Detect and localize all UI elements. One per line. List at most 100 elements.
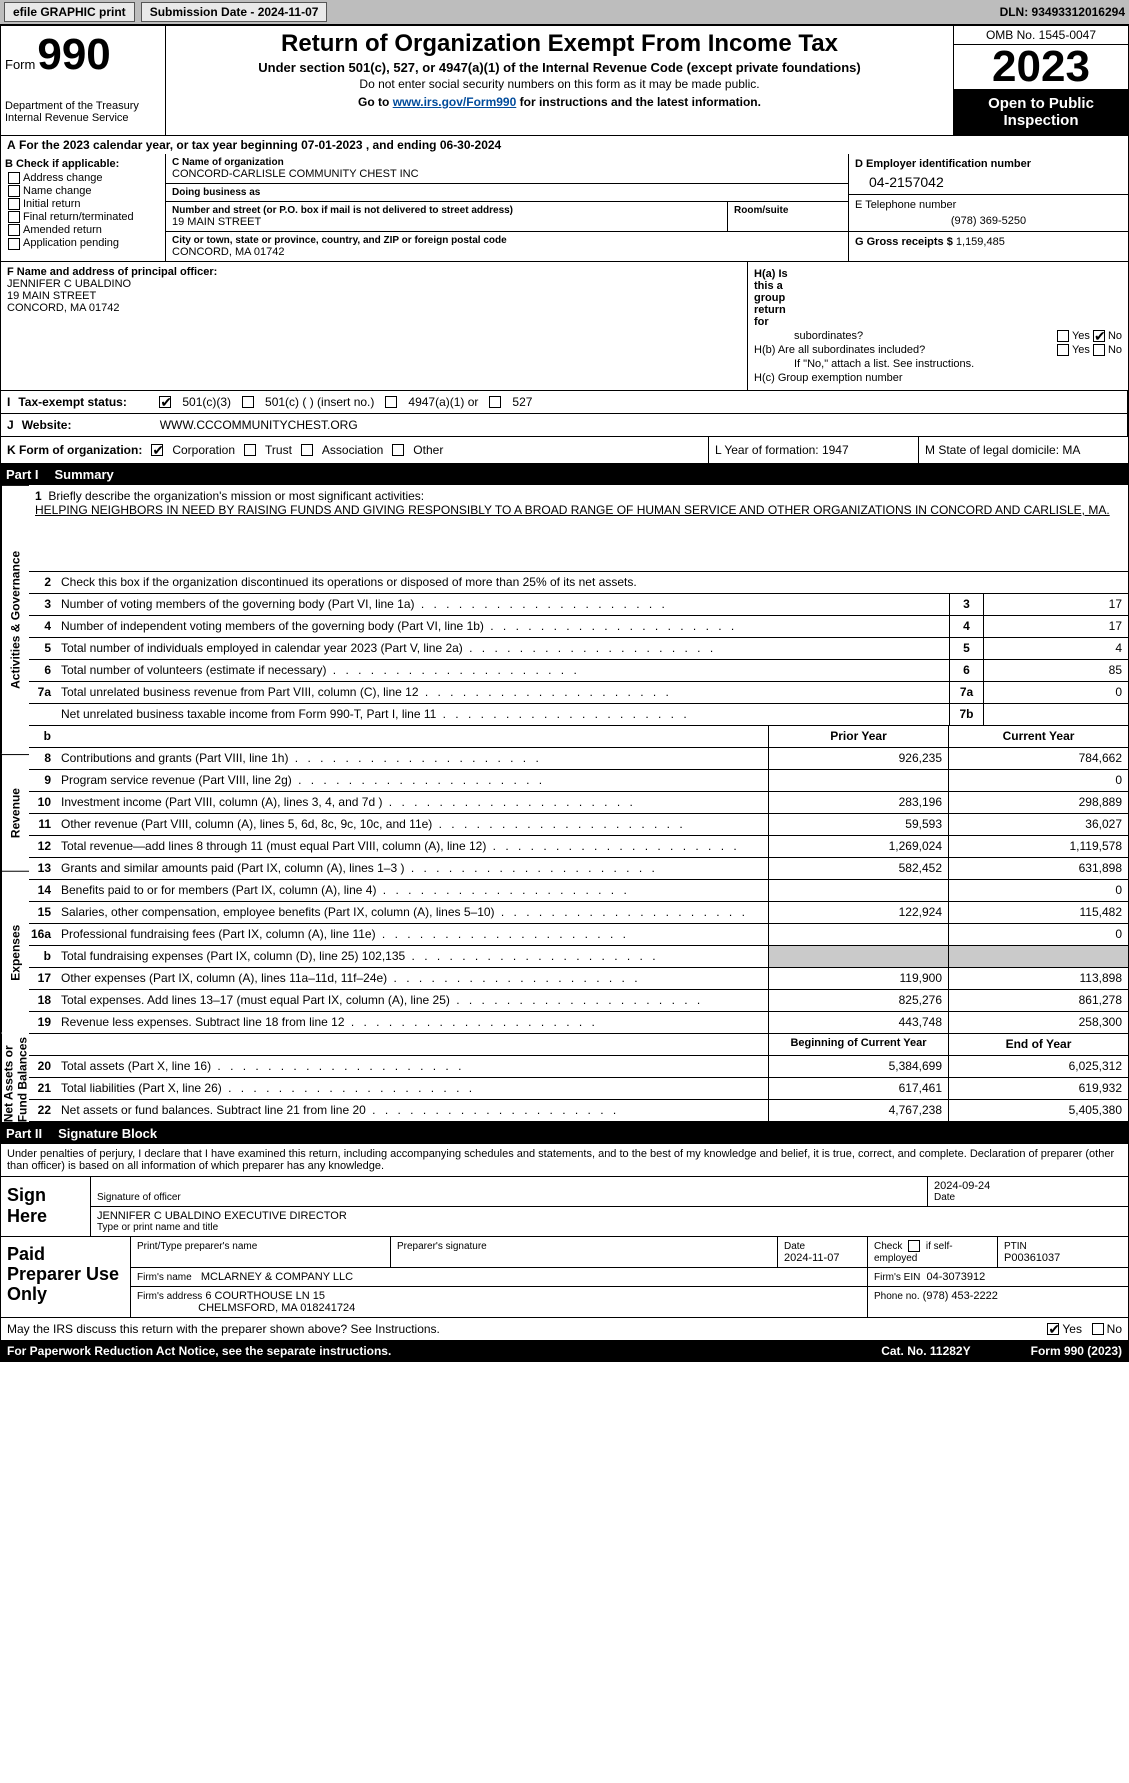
- part-ii-num: Part II: [6, 1126, 42, 1141]
- ha-yes[interactable]: [1057, 330, 1069, 342]
- row-j: JWebsite: WWW.CCCOMMUNITYCHEST.ORG: [1, 414, 1127, 436]
- current-year: 861,278: [948, 990, 1128, 1011]
- line-value: 85: [983, 660, 1128, 681]
- current-year: 1,119,578: [948, 836, 1128, 857]
- summary-line: 17 Other expenses (Part IX, column (A), …: [29, 968, 1128, 990]
- line-text: Net unrelated business taxable income fr…: [57, 704, 949, 725]
- fein-lbl: Firm's EIN: [874, 1272, 920, 1283]
- firm-name: MCLARNEY & COMPANY LLC: [201, 1271, 353, 1283]
- phone-value: (978) 453-2222: [923, 1290, 998, 1302]
- summary-line: 16a Professional fundraising fees (Part …: [29, 924, 1128, 946]
- line-value: 17: [983, 616, 1128, 637]
- line-text: Total revenue—add lines 8 through 11 (mu…: [57, 836, 768, 857]
- ptin-lbl: PTIN: [1004, 1241, 1027, 1252]
- line-num: b: [29, 946, 57, 967]
- chk-pending[interactable]: Application pending: [5, 237, 161, 249]
- ha-text: subordinates?: [794, 330, 1054, 342]
- summary-line: 20 Total assets (Part X, line 16) 5,384,…: [29, 1056, 1128, 1078]
- title-note: Do not enter social security numbers on …: [174, 77, 945, 91]
- discuss-yes[interactable]: [1047, 1323, 1059, 1335]
- line-ref: 7a: [949, 682, 983, 703]
- prior-year: 59,593: [768, 814, 948, 835]
- prior-year: [768, 946, 948, 967]
- line-num: 8: [29, 748, 57, 769]
- chk-527[interactable]: [489, 396, 501, 408]
- summary-line: 5 Total number of individuals employed i…: [29, 638, 1128, 660]
- irs-link[interactable]: www.irs.gov/Form990: [393, 95, 517, 109]
- prep-sig-lbl: Preparer's signature: [397, 1241, 487, 1252]
- tel-value: (978) 369-5250: [855, 211, 1122, 227]
- na-hdr-row: Beginning of Current Year End of Year: [29, 1034, 1128, 1056]
- website-url: WWW.CCCOMMUNITYCHEST.ORG: [160, 418, 358, 432]
- hb-yes[interactable]: [1057, 344, 1069, 356]
- line-text: Salaries, other compensation, employee b…: [57, 902, 768, 923]
- chk-501c3[interactable]: [159, 396, 171, 408]
- line-num: 11: [29, 814, 57, 835]
- prior-year: 1,269,024: [768, 836, 948, 857]
- form-number: 990: [37, 30, 110, 80]
- chk-initial[interactable]: Initial return: [5, 198, 161, 210]
- paid-preparer-label: Paid Preparer Use Only: [1, 1237, 131, 1317]
- part-i-header: Part I Summary: [0, 464, 1129, 485]
- discuss-row: May the IRS discuss this return with the…: [0, 1318, 1129, 1341]
- col-b-hdr: B Check if applicable:: [5, 158, 161, 170]
- submission-btn[interactable]: Submission Date - 2024-11-07: [141, 2, 328, 22]
- discuss-text: May the IRS discuss this return with the…: [7, 1322, 1044, 1336]
- chk-corp[interactable]: [151, 444, 163, 456]
- line-num: 18: [29, 990, 57, 1011]
- sign-here-label: Sign Here: [1, 1177, 91, 1236]
- sig-name-lbl: Type or print name and title: [97, 1222, 1122, 1233]
- year-cell: OMB No. 1545-0047 2023 Open to Public In…: [953, 26, 1128, 135]
- form-org-lbl: K Form of organization:: [7, 443, 142, 457]
- line-ref: 4: [949, 616, 983, 637]
- chk-trust[interactable]: [244, 444, 256, 456]
- line-text: Contributions and grants (Part VIII, lin…: [57, 748, 768, 769]
- chk-amended[interactable]: Amended return: [5, 224, 161, 236]
- chk-self-emp[interactable]: [908, 1240, 920, 1252]
- part-ii-header: Part II Signature Block: [0, 1123, 1129, 1144]
- form-label-cell: Form 990 Department of the Treasury Inte…: [1, 26, 166, 135]
- line-ref: 6: [949, 660, 983, 681]
- discuss-no[interactable]: [1092, 1323, 1104, 1335]
- chk-4947[interactable]: [385, 396, 397, 408]
- hb-note: If "No," attach a list. See instructions…: [794, 358, 974, 370]
- chk-final[interactable]: Final return/terminated: [5, 211, 161, 223]
- row-k: K Form of organization: Corporation Trus…: [1, 437, 708, 463]
- chk-assoc[interactable]: [301, 444, 313, 456]
- section-b-c-d: B Check if applicable: Address change Na…: [0, 154, 1129, 262]
- officer-name: JENNIFER C UBALDINO: [7, 278, 131, 290]
- hb-no[interactable]: [1093, 344, 1105, 356]
- efile-btn[interactable]: efile GRAPHIC print: [4, 2, 135, 22]
- current-year: 619,932: [948, 1078, 1128, 1099]
- chk-501c[interactable]: [242, 396, 254, 408]
- footer-pra: For Paperwork Reduction Act Notice, see …: [7, 1344, 881, 1358]
- chk-other[interactable]: [392, 444, 404, 456]
- faddr2: CHELMSFORD, MA 018241724: [198, 1302, 355, 1314]
- ha-tag: H(a) Is this a group return for: [754, 268, 794, 328]
- footer-cat: Cat. No. 11282Y: [881, 1344, 970, 1358]
- firm-lbl: Firm's name: [137, 1272, 192, 1283]
- line-ref: 5: [949, 638, 983, 659]
- row-i-j: ITax-exempt status: 501(c)(3) 501(c) ( )…: [0, 391, 1129, 437]
- summary-line: 15 Salaries, other compensation, employe…: [29, 902, 1128, 924]
- chk-address[interactable]: Address change: [5, 172, 161, 184]
- line-text: Number of voting members of the governin…: [57, 594, 949, 615]
- line-text: Program service revenue (Part VIII, line…: [57, 770, 768, 791]
- chk-name[interactable]: Name change: [5, 185, 161, 197]
- current-year: 258,300: [948, 1012, 1128, 1033]
- officer-lbl: F Name and address of principal officer:: [7, 266, 217, 278]
- line-ref: 7b: [949, 704, 983, 725]
- dept-label: Department of the Treasury Internal Reve…: [5, 100, 161, 124]
- current-year: 784,662: [948, 748, 1128, 769]
- col-c: C Name of organization CONCORD-CARLISLE …: [166, 154, 848, 261]
- line-value: 0: [983, 682, 1128, 703]
- summary-body: Activities & Governance Revenue Expenses…: [0, 485, 1129, 1123]
- line-num: 13: [29, 858, 57, 879]
- line-num: 9: [29, 770, 57, 791]
- street-lbl: Number and street (or P.O. box if mail i…: [172, 205, 721, 216]
- current-year: 0: [948, 880, 1128, 901]
- col-b: B Check if applicable: Address change Na…: [1, 154, 166, 261]
- ha-no[interactable]: [1093, 330, 1105, 342]
- row-k-l-m: K Form of organization: Corporation Trus…: [0, 437, 1129, 464]
- line-num: 12: [29, 836, 57, 857]
